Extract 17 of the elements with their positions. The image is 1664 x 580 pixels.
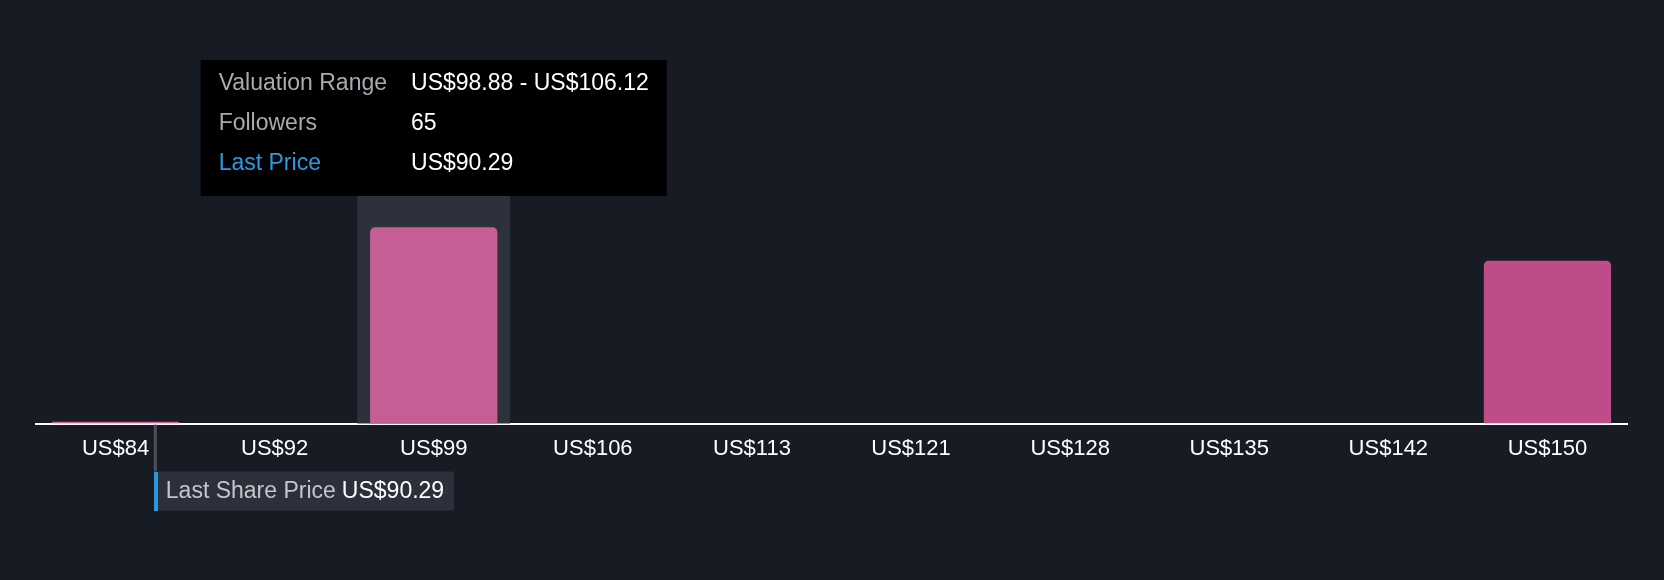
x-tick-label: US$84 <box>81 434 150 460</box>
x-tick-label: US$106 <box>553 434 633 460</box>
text: US$98.88 - US$106.12 <box>411 69 649 96</box>
x-tick-label: US$92 <box>241 434 309 460</box>
text: Valuation Range <box>218 69 388 96</box>
text: Last Price <box>218 149 321 176</box>
x-tick-label: US$128 <box>1030 434 1110 460</box>
x-tick-label: US$150 <box>1507 434 1588 460</box>
x-tick-label: US$135 <box>1189 434 1270 460</box>
x-tick-label: US$113 <box>713 434 791 460</box>
text: US$90.29 <box>411 149 514 176</box>
text: Followers <box>218 109 318 136</box>
x-tick-label: US$142 <box>1348 434 1429 460</box>
text: 65 <box>411 109 437 136</box>
x-tick-label: US$99 <box>400 434 468 460</box>
ref-line-label: Last Share Price US$90.29 <box>165 477 445 504</box>
x-tick-label: US$121 <box>871 434 951 460</box>
